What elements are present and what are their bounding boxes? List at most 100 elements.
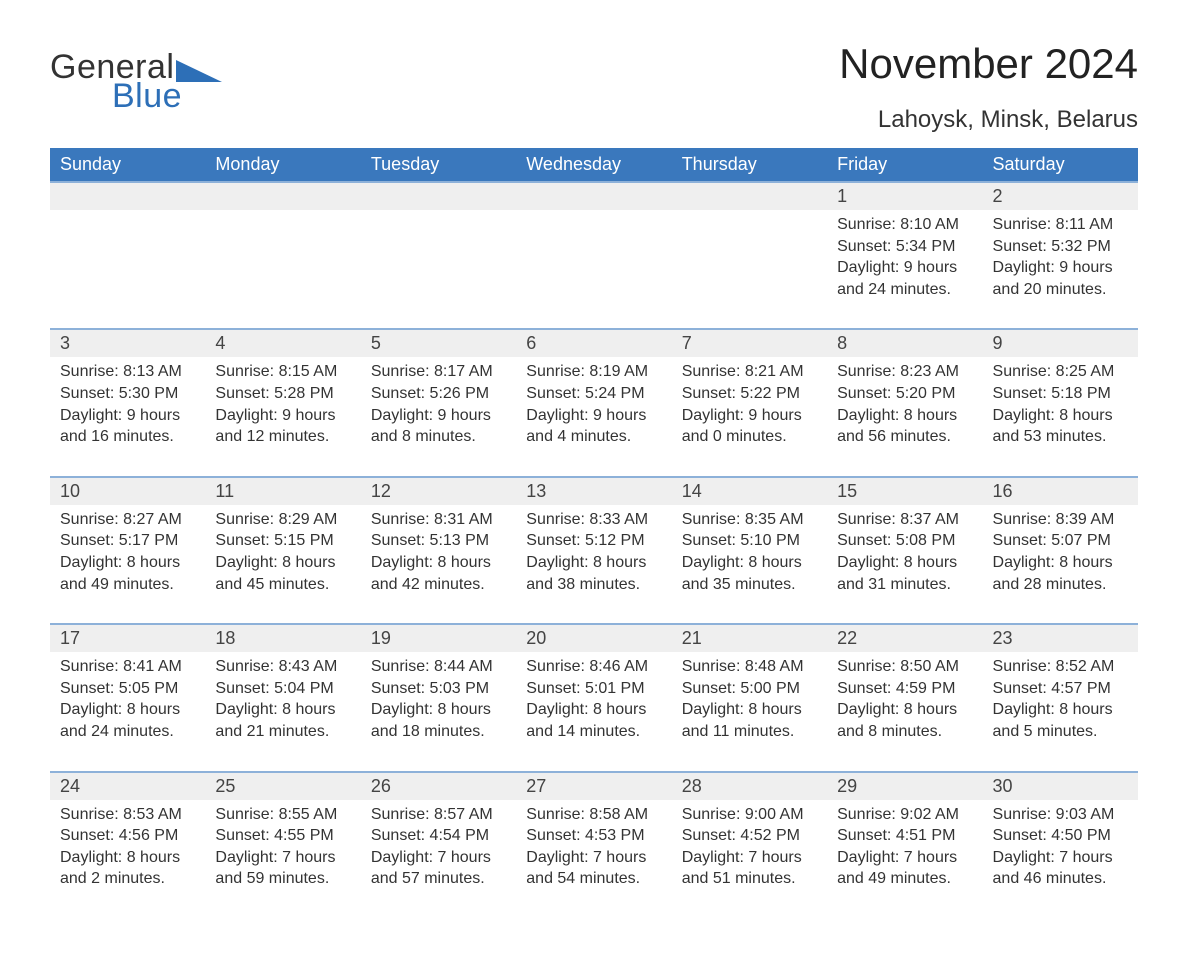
day-number-cell: 2 bbox=[983, 182, 1138, 210]
day-details-cell bbox=[516, 210, 671, 329]
day-sunset: Sunset: 5:26 PM bbox=[371, 383, 506, 405]
day-number-cell: 9 bbox=[983, 329, 1138, 357]
day-details-cell: Sunrise: 8:44 AMSunset: 5:03 PMDaylight:… bbox=[361, 652, 516, 771]
day-daylight2: and 53 minutes. bbox=[993, 426, 1128, 448]
title-block: November 2024 Lahoysk, Minsk, Belarus bbox=[839, 40, 1138, 134]
day-sunset: Sunset: 5:00 PM bbox=[682, 678, 817, 700]
day-sunset: Sunset: 5:10 PM bbox=[682, 530, 817, 552]
day-details-cell: Sunrise: 8:11 AMSunset: 5:32 PMDaylight:… bbox=[983, 210, 1138, 329]
day-number-cell: 14 bbox=[672, 477, 827, 505]
day-sunrise: Sunrise: 8:46 AM bbox=[526, 656, 661, 678]
day-daylight1: Daylight: 9 hours bbox=[682, 405, 817, 427]
day-sunrise: Sunrise: 8:57 AM bbox=[371, 804, 506, 826]
weekday-header: Friday bbox=[827, 148, 982, 182]
week-daynum-row: 3456789 bbox=[50, 329, 1138, 357]
day-sunset: Sunset: 4:56 PM bbox=[60, 825, 195, 847]
day-sunset: Sunset: 5:05 PM bbox=[60, 678, 195, 700]
calendar-document: General Blue November 2024 Lahoysk, Mins… bbox=[0, 0, 1188, 958]
day-sunrise: Sunrise: 8:11 AM bbox=[993, 214, 1128, 236]
day-details-cell: Sunrise: 8:50 AMSunset: 4:59 PMDaylight:… bbox=[827, 652, 982, 771]
day-details-cell: Sunrise: 8:27 AMSunset: 5:17 PMDaylight:… bbox=[50, 505, 205, 624]
day-daylight2: and 5 minutes. bbox=[993, 721, 1128, 743]
weekday-header: Wednesday bbox=[516, 148, 671, 182]
day-sunset: Sunset: 4:52 PM bbox=[682, 825, 817, 847]
page-subtitle: Lahoysk, Minsk, Belarus bbox=[839, 106, 1138, 134]
day-sunrise: Sunrise: 8:58 AM bbox=[526, 804, 661, 826]
day-number-cell: 15 bbox=[827, 477, 982, 505]
day-daylight1: Daylight: 8 hours bbox=[371, 699, 506, 721]
day-daylight2: and 51 minutes. bbox=[682, 868, 817, 890]
day-daylight1: Daylight: 8 hours bbox=[215, 699, 350, 721]
day-sunrise: Sunrise: 8:23 AM bbox=[837, 361, 972, 383]
day-number-cell: 3 bbox=[50, 329, 205, 357]
week-details-row: Sunrise: 8:13 AMSunset: 5:30 PMDaylight:… bbox=[50, 357, 1138, 476]
day-number-cell: 1 bbox=[827, 182, 982, 210]
day-daylight2: and 16 minutes. bbox=[60, 426, 195, 448]
day-details-cell: Sunrise: 8:57 AMSunset: 4:54 PMDaylight:… bbox=[361, 800, 516, 918]
day-number-cell: 6 bbox=[516, 329, 671, 357]
day-sunset: Sunset: 5:22 PM bbox=[682, 383, 817, 405]
day-daylight1: Daylight: 8 hours bbox=[526, 699, 661, 721]
day-details-cell: Sunrise: 8:13 AMSunset: 5:30 PMDaylight:… bbox=[50, 357, 205, 476]
day-daylight1: Daylight: 8 hours bbox=[60, 847, 195, 869]
day-daylight1: Daylight: 8 hours bbox=[993, 552, 1128, 574]
day-sunset: Sunset: 4:59 PM bbox=[837, 678, 972, 700]
day-sunrise: Sunrise: 8:21 AM bbox=[682, 361, 817, 383]
day-details-cell: Sunrise: 8:53 AMSunset: 4:56 PMDaylight:… bbox=[50, 800, 205, 918]
day-daylight1: Daylight: 8 hours bbox=[60, 699, 195, 721]
day-sunset: Sunset: 5:04 PM bbox=[215, 678, 350, 700]
brand-word-blue: Blue bbox=[112, 77, 182, 116]
day-sunrise: Sunrise: 8:41 AM bbox=[60, 656, 195, 678]
day-sunrise: Sunrise: 8:35 AM bbox=[682, 509, 817, 531]
day-sunset: Sunset: 5:24 PM bbox=[526, 383, 661, 405]
day-sunrise: Sunrise: 8:37 AM bbox=[837, 509, 972, 531]
day-sunrise: Sunrise: 9:02 AM bbox=[837, 804, 972, 826]
day-details-cell: Sunrise: 9:00 AMSunset: 4:52 PMDaylight:… bbox=[672, 800, 827, 918]
day-sunset: Sunset: 5:13 PM bbox=[371, 530, 506, 552]
day-daylight2: and 54 minutes. bbox=[526, 868, 661, 890]
day-details-cell: Sunrise: 8:33 AMSunset: 5:12 PMDaylight:… bbox=[516, 505, 671, 624]
day-sunrise: Sunrise: 8:31 AM bbox=[371, 509, 506, 531]
page-title: November 2024 bbox=[839, 40, 1138, 88]
day-daylight2: and 0 minutes. bbox=[682, 426, 817, 448]
day-sunrise: Sunrise: 8:52 AM bbox=[993, 656, 1128, 678]
day-number-cell: 16 bbox=[983, 477, 1138, 505]
day-daylight1: Daylight: 8 hours bbox=[215, 552, 350, 574]
day-sunset: Sunset: 5:32 PM bbox=[993, 236, 1128, 258]
day-number-cell: 28 bbox=[672, 772, 827, 800]
day-daylight1: Daylight: 8 hours bbox=[526, 552, 661, 574]
day-details-cell: Sunrise: 8:31 AMSunset: 5:13 PMDaylight:… bbox=[361, 505, 516, 624]
day-daylight2: and 12 minutes. bbox=[215, 426, 350, 448]
day-number-cell: 20 bbox=[516, 624, 671, 652]
day-daylight2: and 8 minutes. bbox=[837, 721, 972, 743]
day-daylight1: Daylight: 7 hours bbox=[215, 847, 350, 869]
day-details-cell: Sunrise: 8:25 AMSunset: 5:18 PMDaylight:… bbox=[983, 357, 1138, 476]
day-daylight2: and 35 minutes. bbox=[682, 574, 817, 596]
day-sunset: Sunset: 5:08 PM bbox=[837, 530, 972, 552]
day-details-cell: Sunrise: 8:55 AMSunset: 4:55 PMDaylight:… bbox=[205, 800, 360, 918]
day-daylight1: Daylight: 7 hours bbox=[526, 847, 661, 869]
day-daylight1: Daylight: 8 hours bbox=[993, 699, 1128, 721]
day-daylight2: and 59 minutes. bbox=[215, 868, 350, 890]
day-number-cell: 19 bbox=[361, 624, 516, 652]
day-number-cell: 26 bbox=[361, 772, 516, 800]
day-daylight1: Daylight: 8 hours bbox=[837, 405, 972, 427]
day-daylight1: Daylight: 8 hours bbox=[993, 405, 1128, 427]
day-number-cell: 29 bbox=[827, 772, 982, 800]
day-daylight1: Daylight: 8 hours bbox=[60, 552, 195, 574]
day-sunset: Sunset: 5:07 PM bbox=[993, 530, 1128, 552]
day-daylight1: Daylight: 9 hours bbox=[526, 405, 661, 427]
day-details-cell: Sunrise: 8:52 AMSunset: 4:57 PMDaylight:… bbox=[983, 652, 1138, 771]
day-daylight1: Daylight: 8 hours bbox=[682, 552, 817, 574]
day-daylight1: Daylight: 8 hours bbox=[837, 552, 972, 574]
day-details-cell: Sunrise: 8:39 AMSunset: 5:07 PMDaylight:… bbox=[983, 505, 1138, 624]
week-daynum-row: 17181920212223 bbox=[50, 624, 1138, 652]
day-daylight2: and 42 minutes. bbox=[371, 574, 506, 596]
day-number-cell: 17 bbox=[50, 624, 205, 652]
weekday-header: Saturday bbox=[983, 148, 1138, 182]
day-sunset: Sunset: 5:20 PM bbox=[837, 383, 972, 405]
day-sunrise: Sunrise: 8:19 AM bbox=[526, 361, 661, 383]
header-row: General Blue November 2024 Lahoysk, Mins… bbox=[50, 40, 1138, 134]
day-daylight2: and 38 minutes. bbox=[526, 574, 661, 596]
day-sunset: Sunset: 4:55 PM bbox=[215, 825, 350, 847]
